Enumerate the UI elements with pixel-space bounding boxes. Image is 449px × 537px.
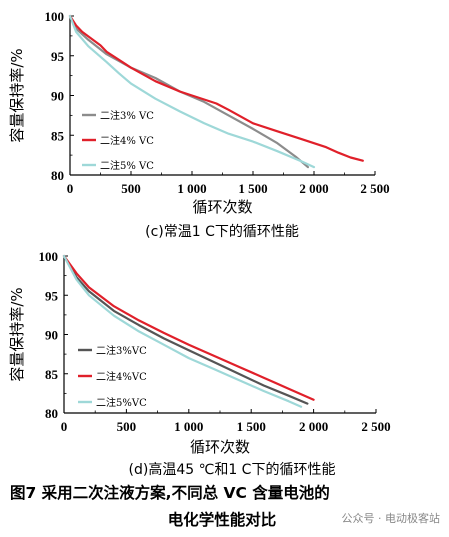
chart-c-x-axis-label: 循环次数 (192, 198, 252, 216)
chart-d: 0 500 1 000 1 500 2 000 2 500 80 85 90 95 100 循环次数 容… (8, 249, 391, 456)
chart-c-y-axis-label: 容量保持率/% (8, 48, 26, 142)
chart-c-x-tick-label: 500 (121, 181, 141, 196)
chart-d-series-line (62, 254, 315, 401)
chart-c-caption: (c)常温1 C下的循环性能 (145, 224, 299, 240)
chart-c-x-tick-label: 2 500 (360, 181, 389, 196)
chart-d-x-tick-label: 1 500 (237, 419, 266, 434)
chart-d-y-axis-label: 容量保持率/% (8, 287, 26, 381)
chart-d-legend-label: 二注3%VC (96, 344, 147, 357)
chart-c-x-tick-label: 2 000 (299, 181, 328, 196)
chart-c-y-tick-label: 100 (45, 9, 65, 24)
chart-c-legend-label: 二注5% VC (100, 159, 154, 172)
chart-d-x-tick-label: 500 (117, 419, 137, 434)
chart-c-y-tick-label: 95 (51, 49, 65, 64)
chart-d-series-line (62, 254, 303, 408)
chart-d-x-axis-label: 循环次数 (190, 438, 250, 456)
watermark-text: 公众号 · 电动极客站 (342, 511, 441, 525)
chart-d-y-tick-label: 95 (45, 288, 59, 303)
chart-c-y-tick-label: 90 (51, 89, 64, 104)
chart-d-x-tick-label: 1 000 (174, 419, 203, 434)
chart-d-y-tick-label: 100 (39, 249, 59, 264)
chart-d-x-tick-label: 2 000 (299, 419, 328, 434)
chart-d-x-tick-label: 2 500 (361, 419, 390, 434)
chart-d-legend-label: 二注4%VC (96, 370, 147, 383)
chart-d-y-tick-label: 90 (45, 328, 58, 343)
figure-caption-line1: 图7 采用二次注液方案,不同总 VC 含量电池的 (10, 483, 330, 502)
chart-c-legend-label: 二注4% VC (100, 134, 154, 147)
chart-c-series-line (68, 14, 316, 169)
chart-d-series-line (62, 254, 309, 405)
chart-c-legend-label: 二注3% VC (100, 109, 154, 122)
chart-d-y-tick-label: 80 (45, 406, 58, 421)
chart-c-x-tick-label: 1 000 (177, 181, 206, 196)
chart-d-x-tick-label: 0 (61, 419, 68, 434)
chart-c-y-tick-label: 85 (51, 128, 65, 143)
chart-d-caption: (d)高温45 ℃和1 C下的循环性能 (129, 461, 336, 478)
chart-c-x-tick-label: 0 (67, 181, 74, 196)
chart-d-legend-label: 二注5%VC (96, 396, 147, 409)
figure-caption-line2: 电化学性能对比 (168, 510, 277, 529)
chart-c: 0 500 1 000 1 500 2 000 2 500 80 85 90 95 100 循环次数 容… (8, 9, 390, 216)
chart-c-x-tick-label: 1 500 (238, 181, 267, 196)
chart-d-y-tick-label: 85 (45, 367, 59, 382)
chart-c-y-tick-label: 80 (51, 168, 64, 183)
chart-c-series-line (68, 14, 364, 162)
